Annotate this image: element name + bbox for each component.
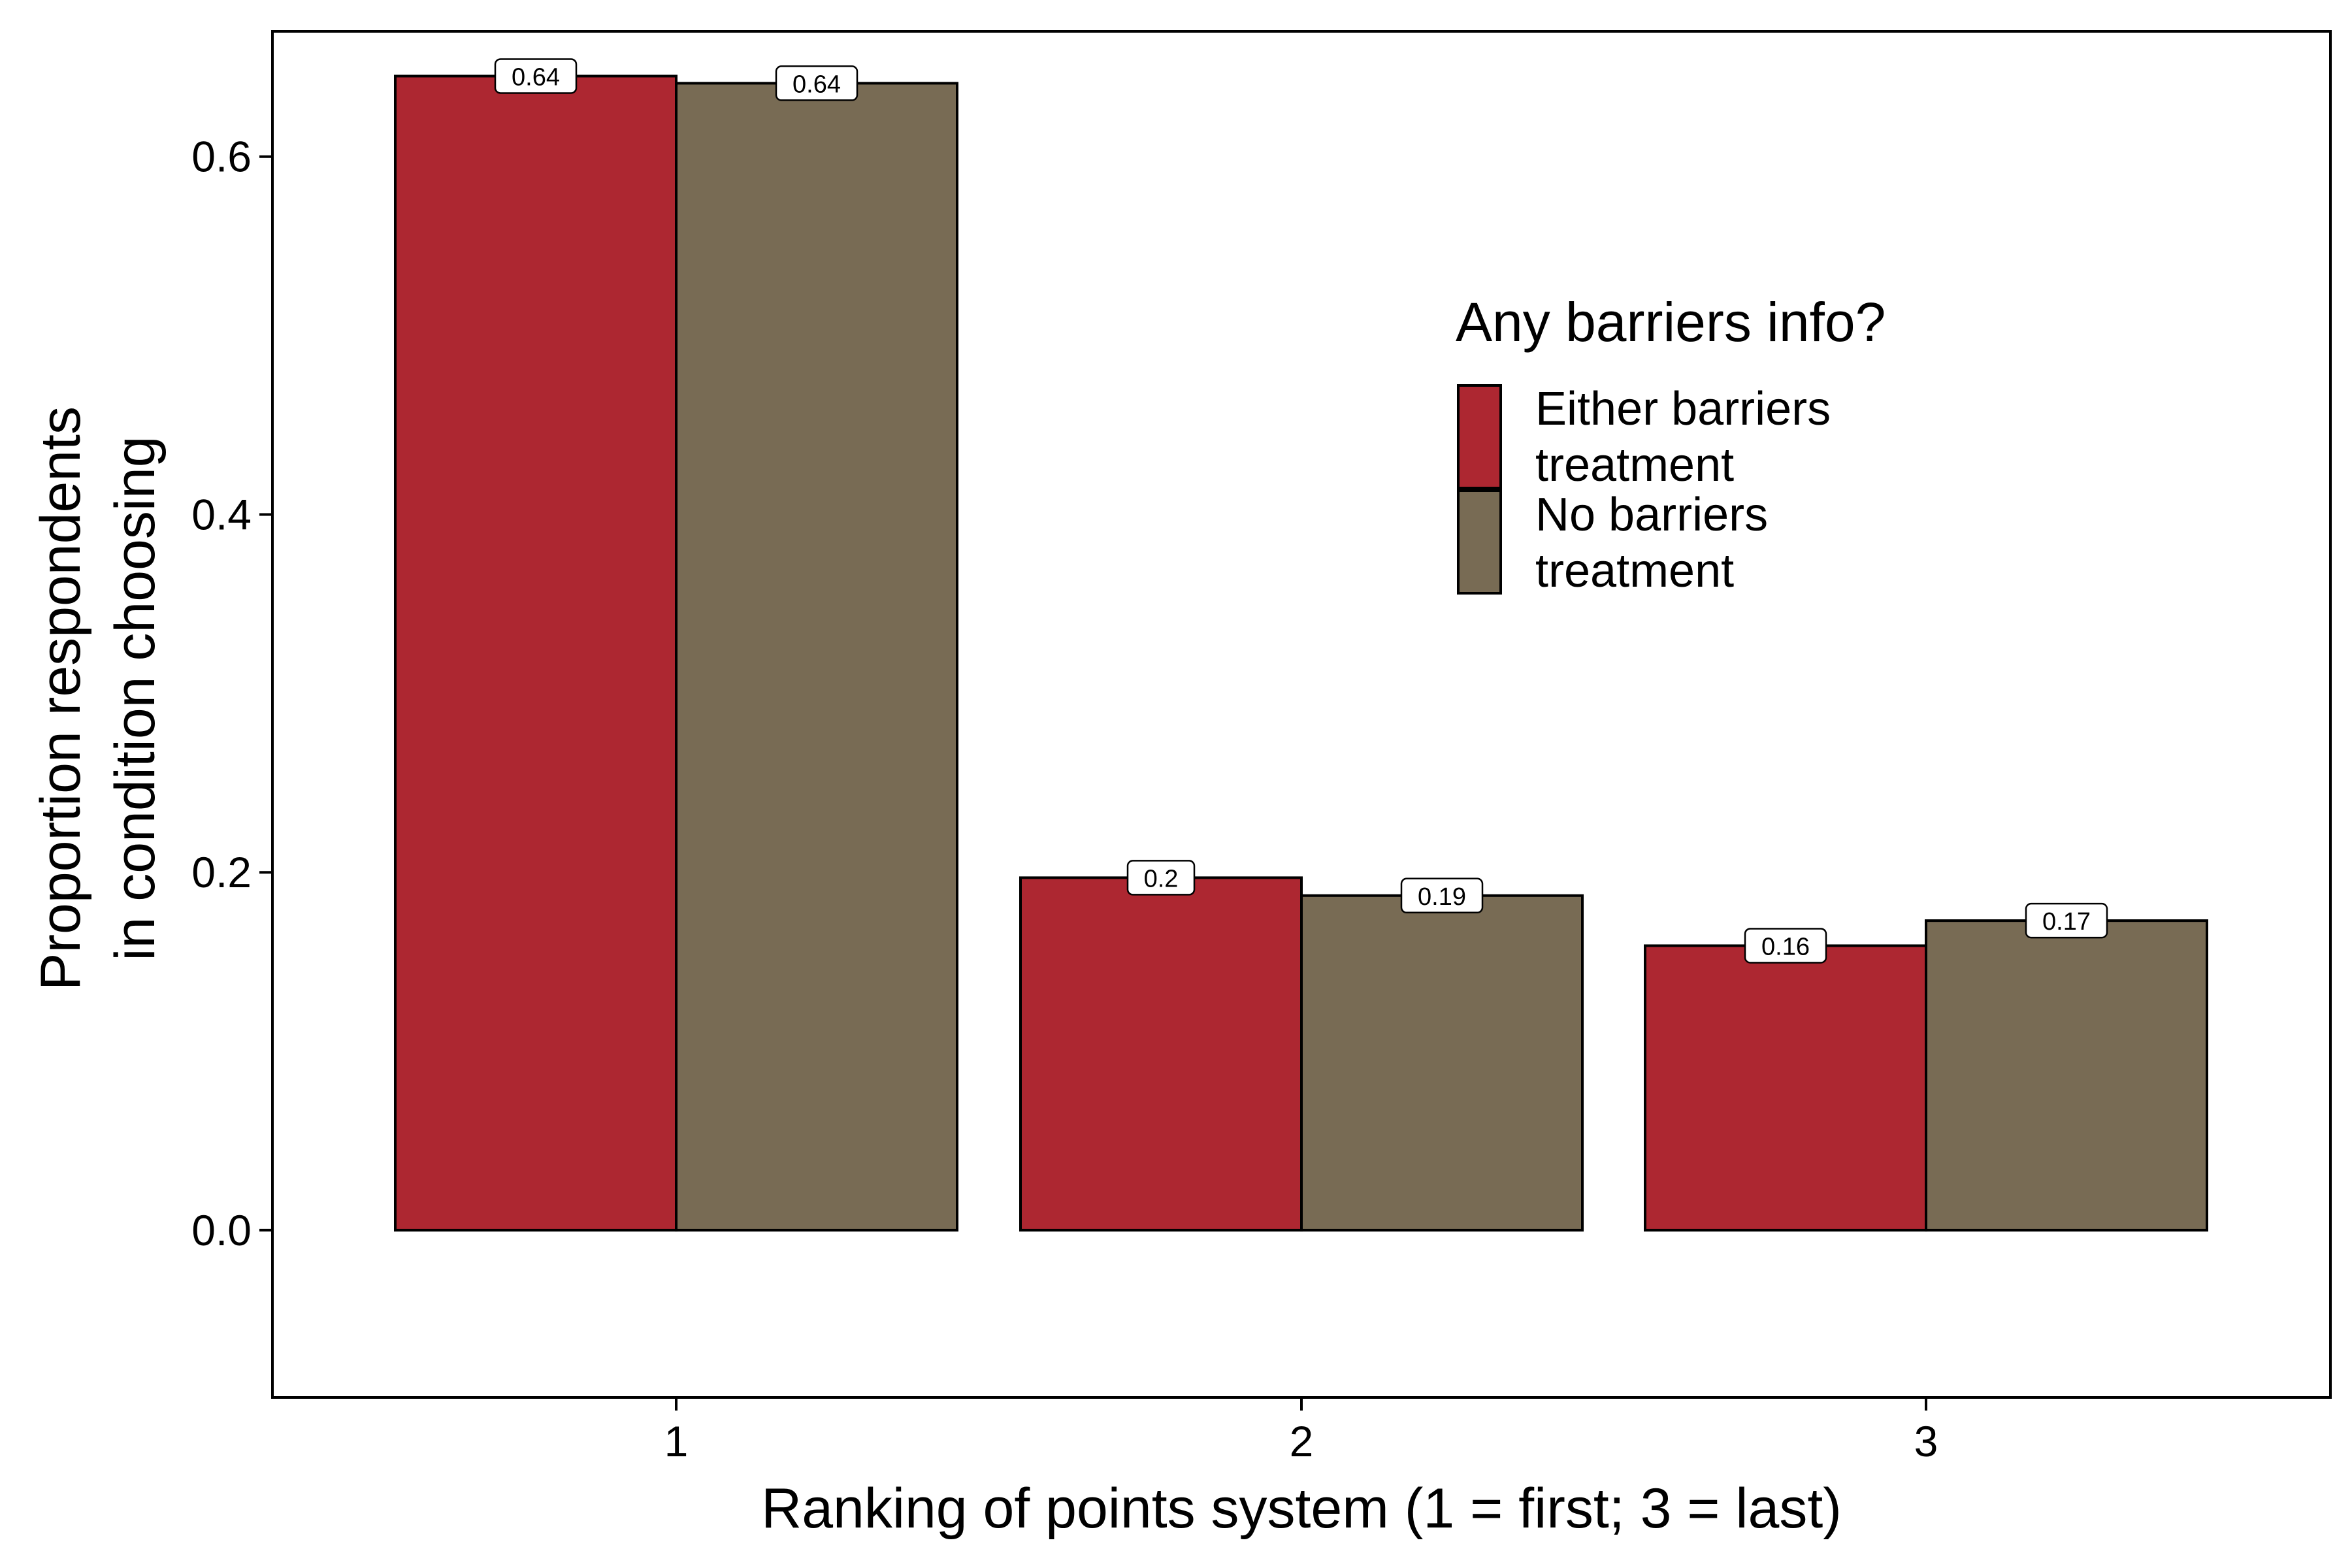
x-tick-label: 1	[664, 1417, 689, 1465]
data-label-box	[494, 58, 578, 94]
bar-series-2-cat-1	[675, 82, 958, 1232]
data-label-series-2-cat-1: 0.64	[775, 65, 858, 101]
legend-label-either-barriers-line-2: treatment	[1535, 439, 1734, 491]
data-labels: 0.64 0.2 0.16 0.64 0.19 0.17	[494, 58, 2108, 964]
bars	[394, 74, 2208, 1232]
y-tick-label: 0.0	[191, 1206, 252, 1254]
data-label-box	[775, 65, 858, 101]
bar-series-2-cat-3	[1925, 919, 2208, 1232]
x-tick-label: 3	[1914, 1417, 1938, 1465]
data-label-value: 0.64	[792, 71, 841, 98]
legend-label-no-barriers-line-1: No barriers	[1535, 489, 1768, 541]
data-label-box	[1400, 877, 1484, 914]
data-label-value: 0.19	[1418, 883, 1466, 911]
data-label-box	[1126, 860, 1196, 896]
legend-title: Any barriers info?	[1456, 291, 1886, 353]
y-tick-label: 0.2	[191, 848, 252, 896]
data-label-value: 0.64	[512, 63, 560, 91]
data-label-series-1-cat-1: 0.64	[494, 58, 578, 94]
data-label-value: 0.16	[1761, 933, 1810, 960]
data-label-box	[1744, 928, 1827, 964]
y-axis-title-line-2: in condition choosing	[104, 436, 167, 960]
legend-swatch-no-barriers	[1457, 489, 1502, 595]
data-label-series-1-cat-2: 0.2	[1126, 860, 1196, 896]
x-axis: 1 2 3	[664, 1397, 1938, 1465]
data-label-box	[2025, 902, 2108, 939]
legend: Any barriers info? Either barriers treat…	[1456, 291, 1886, 597]
data-label-value: 0.2	[1144, 865, 1179, 892]
legend-label-no-barriers-line-2: treatment	[1535, 545, 1734, 597]
y-axis-title: Proportion respondents in condition choo…	[29, 406, 167, 990]
y-tick-label: 0.6	[191, 133, 252, 181]
legend-label-either-barriers-line-1: Either barriers	[1535, 383, 1831, 435]
data-label-series-1-cat-3: 0.16	[1744, 928, 1827, 964]
bar-series-1-cat-1	[394, 74, 678, 1232]
y-axis-title-line-1: Proportion respondents	[29, 406, 92, 990]
x-axis-title: Ranking of points system (1 = first; 3 =…	[761, 1477, 1842, 1540]
bar-series-2-cat-2	[1300, 894, 1584, 1232]
bar-series-1-cat-2	[1019, 876, 1303, 1232]
y-axis: 0.0 0.2 0.4 0.6	[191, 133, 272, 1254]
data-label-value: 0.17	[2042, 908, 2091, 936]
bar-series-1-cat-3	[1644, 944, 1927, 1232]
data-label-series-2-cat-2: 0.19	[1400, 877, 1484, 914]
x-tick-label: 2	[1290, 1417, 1314, 1465]
data-label-series-2-cat-3: 0.17	[2025, 902, 2108, 939]
legend-swatch-either-barriers	[1457, 384, 1502, 489]
y-tick-label: 0.4	[191, 490, 252, 538]
